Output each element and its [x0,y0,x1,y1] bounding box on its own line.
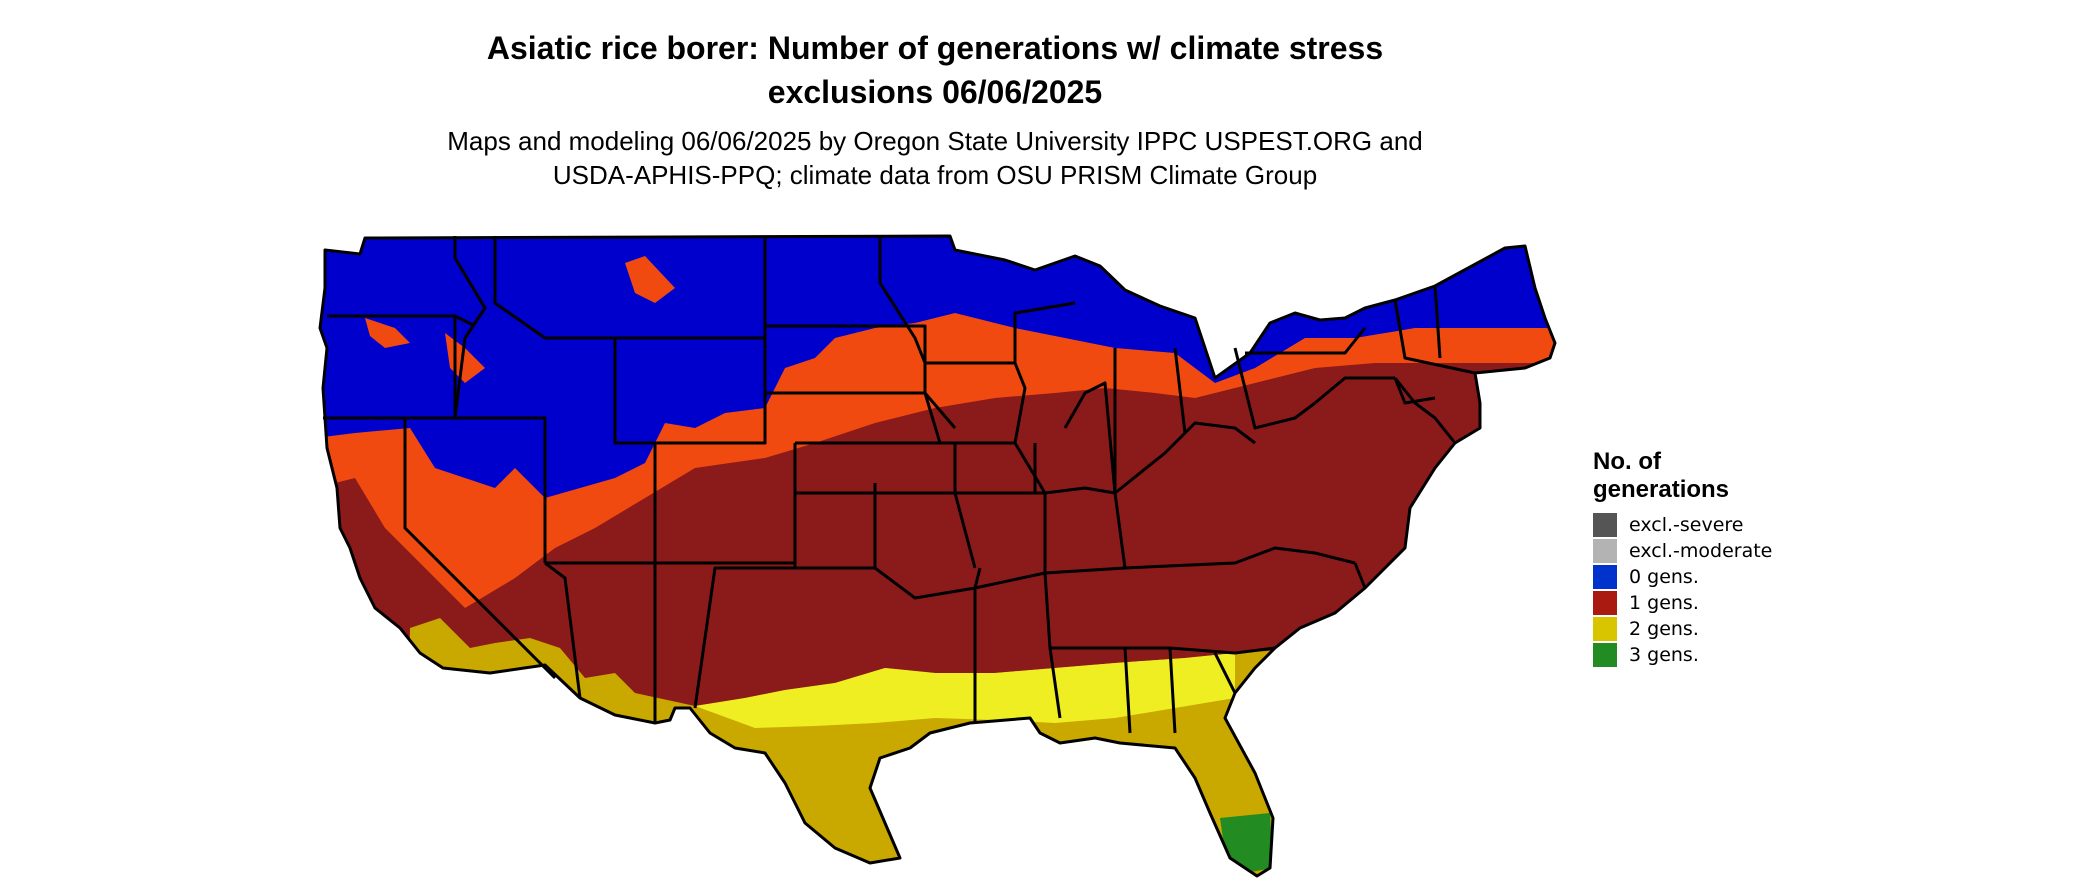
legend-label: excl.-moderate [1629,540,1773,562]
map-title: Asiatic rice borer: Number of generation… [486,30,1384,110]
zone-transition-patch [625,256,675,303]
legend-item-excl-moderate: excl.-moderate [1593,538,1772,564]
generation-zones [320,236,1555,876]
legend-label: 2 gens. [1629,618,1699,640]
legend-label: 1 gens. [1629,592,1699,614]
zone-two-gens-light [695,653,1235,728]
legend-label: 0 gens. [1629,566,1699,588]
legend-label: 3 gens. [1629,644,1699,666]
legend-item-0-gens: 0 gens. [1593,564,1772,590]
us-generations-map [315,228,1565,893]
map-svg [318,234,1557,878]
legend-item-3-gens: 3 gens. [1593,642,1772,668]
legend-item-1-gens: 1 gens. [1593,590,1772,616]
legend-item-2-gens: 2 gens. [1593,616,1772,642]
legend-item-excl-severe: excl.-severe [1593,512,1772,538]
legend-swatch [1593,565,1617,589]
legend-label: excl.-severe [1629,514,1744,536]
legend-swatch [1593,591,1617,615]
legend: No. of generations excl.-severe excl.-mo… [1593,448,1772,668]
legend-swatch [1593,643,1617,667]
legend-title: No. of generations [1593,448,1730,503]
legend-swatch [1593,617,1617,641]
zone-transition-patch [365,318,410,348]
legend-swatch [1593,513,1617,537]
zone-three-gens [1220,813,1273,873]
legend-swatch [1593,539,1617,563]
map-subtitle: Maps and modeling 06/06/2025 by Oregon S… [447,126,1423,190]
state-borders [318,234,1557,878]
